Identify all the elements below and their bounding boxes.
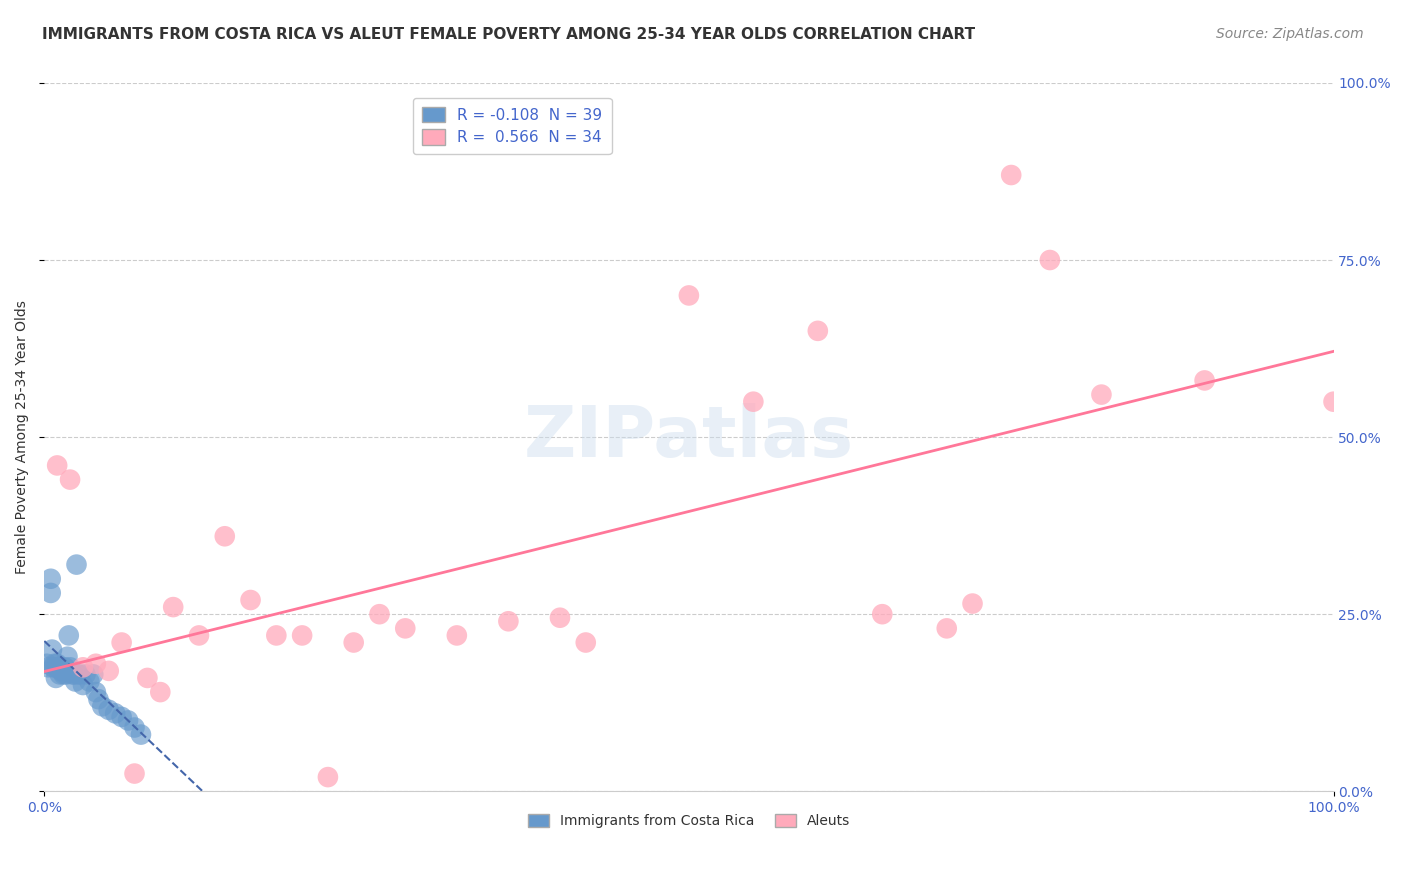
Point: [575, 635, 598, 649]
Point: [97, 703, 120, 717]
Point: [46, 657, 69, 671]
Point: [91, 699, 114, 714]
Point: [72, 678, 94, 692]
Point: [56, 649, 79, 664]
Point: [124, 721, 146, 735]
Point: [59, 660, 82, 674]
Point: [69, 667, 91, 681]
Point: [239, 593, 262, 607]
Point: [72, 660, 94, 674]
Point: [84, 657, 107, 671]
Point: [84, 685, 107, 699]
Point: [1322, 394, 1344, 409]
Point: [82, 667, 104, 681]
Point: [111, 635, 134, 649]
Point: [117, 714, 139, 728]
Text: ZIPatlas: ZIPatlas: [524, 402, 853, 472]
Point: [343, 635, 366, 649]
Point: [45, 671, 67, 685]
Point: [48, 667, 70, 681]
Point: [65, 558, 87, 572]
Point: [104, 706, 127, 721]
Y-axis label: Female Poverty Among 25-34 Year Olds: Female Poverty Among 25-34 Year Olds: [15, 301, 30, 574]
Point: [44, 657, 66, 671]
Point: [188, 628, 211, 642]
Point: [962, 597, 984, 611]
Point: [39, 586, 62, 600]
Point: [394, 621, 416, 635]
Point: [498, 614, 520, 628]
Point: [935, 621, 957, 635]
Point: [49, 664, 72, 678]
Point: [214, 529, 236, 543]
Point: [41, 642, 63, 657]
Point: [742, 394, 765, 409]
Point: [266, 628, 288, 642]
Point: [63, 674, 86, 689]
Point: [75, 667, 97, 681]
Point: [149, 685, 172, 699]
Point: [111, 710, 134, 724]
Text: IMMIGRANTS FROM COSTA RICA VS ALEUT FEMALE POVERTY AMONG 25-34 YEAR OLDS CORRELA: IMMIGRANTS FROM COSTA RICA VS ALEUT FEMA…: [42, 27, 976, 42]
Legend: Immigrants from Costa Rica, Aleuts: Immigrants from Costa Rica, Aleuts: [522, 809, 856, 834]
Point: [37, 660, 59, 674]
Point: [46, 660, 69, 674]
Point: [1090, 387, 1112, 401]
Point: [136, 671, 159, 685]
Point: [162, 600, 184, 615]
Point: [51, 664, 73, 678]
Point: [1000, 168, 1022, 182]
Point: [48, 660, 70, 674]
Point: [46, 458, 69, 473]
Point: [446, 628, 468, 642]
Point: [124, 766, 146, 780]
Point: [35, 657, 58, 671]
Point: [678, 288, 700, 302]
Point: [807, 324, 830, 338]
Point: [55, 667, 77, 681]
Point: [39, 572, 62, 586]
Point: [548, 611, 571, 625]
Point: [97, 664, 120, 678]
Point: [1194, 373, 1216, 387]
Point: [53, 660, 76, 674]
Point: [63, 667, 86, 681]
Point: [368, 607, 391, 622]
Point: [1039, 253, 1062, 268]
Point: [52, 667, 75, 681]
Point: [42, 660, 65, 674]
Point: [79, 674, 101, 689]
Point: [87, 692, 110, 706]
Point: [62, 667, 84, 681]
Text: Source: ZipAtlas.com: Source: ZipAtlas.com: [1216, 27, 1364, 41]
Point: [58, 628, 80, 642]
Point: [129, 728, 152, 742]
Point: [872, 607, 894, 622]
Point: [316, 770, 339, 784]
Point: [66, 667, 89, 681]
Point: [291, 628, 314, 642]
Point: [59, 473, 82, 487]
